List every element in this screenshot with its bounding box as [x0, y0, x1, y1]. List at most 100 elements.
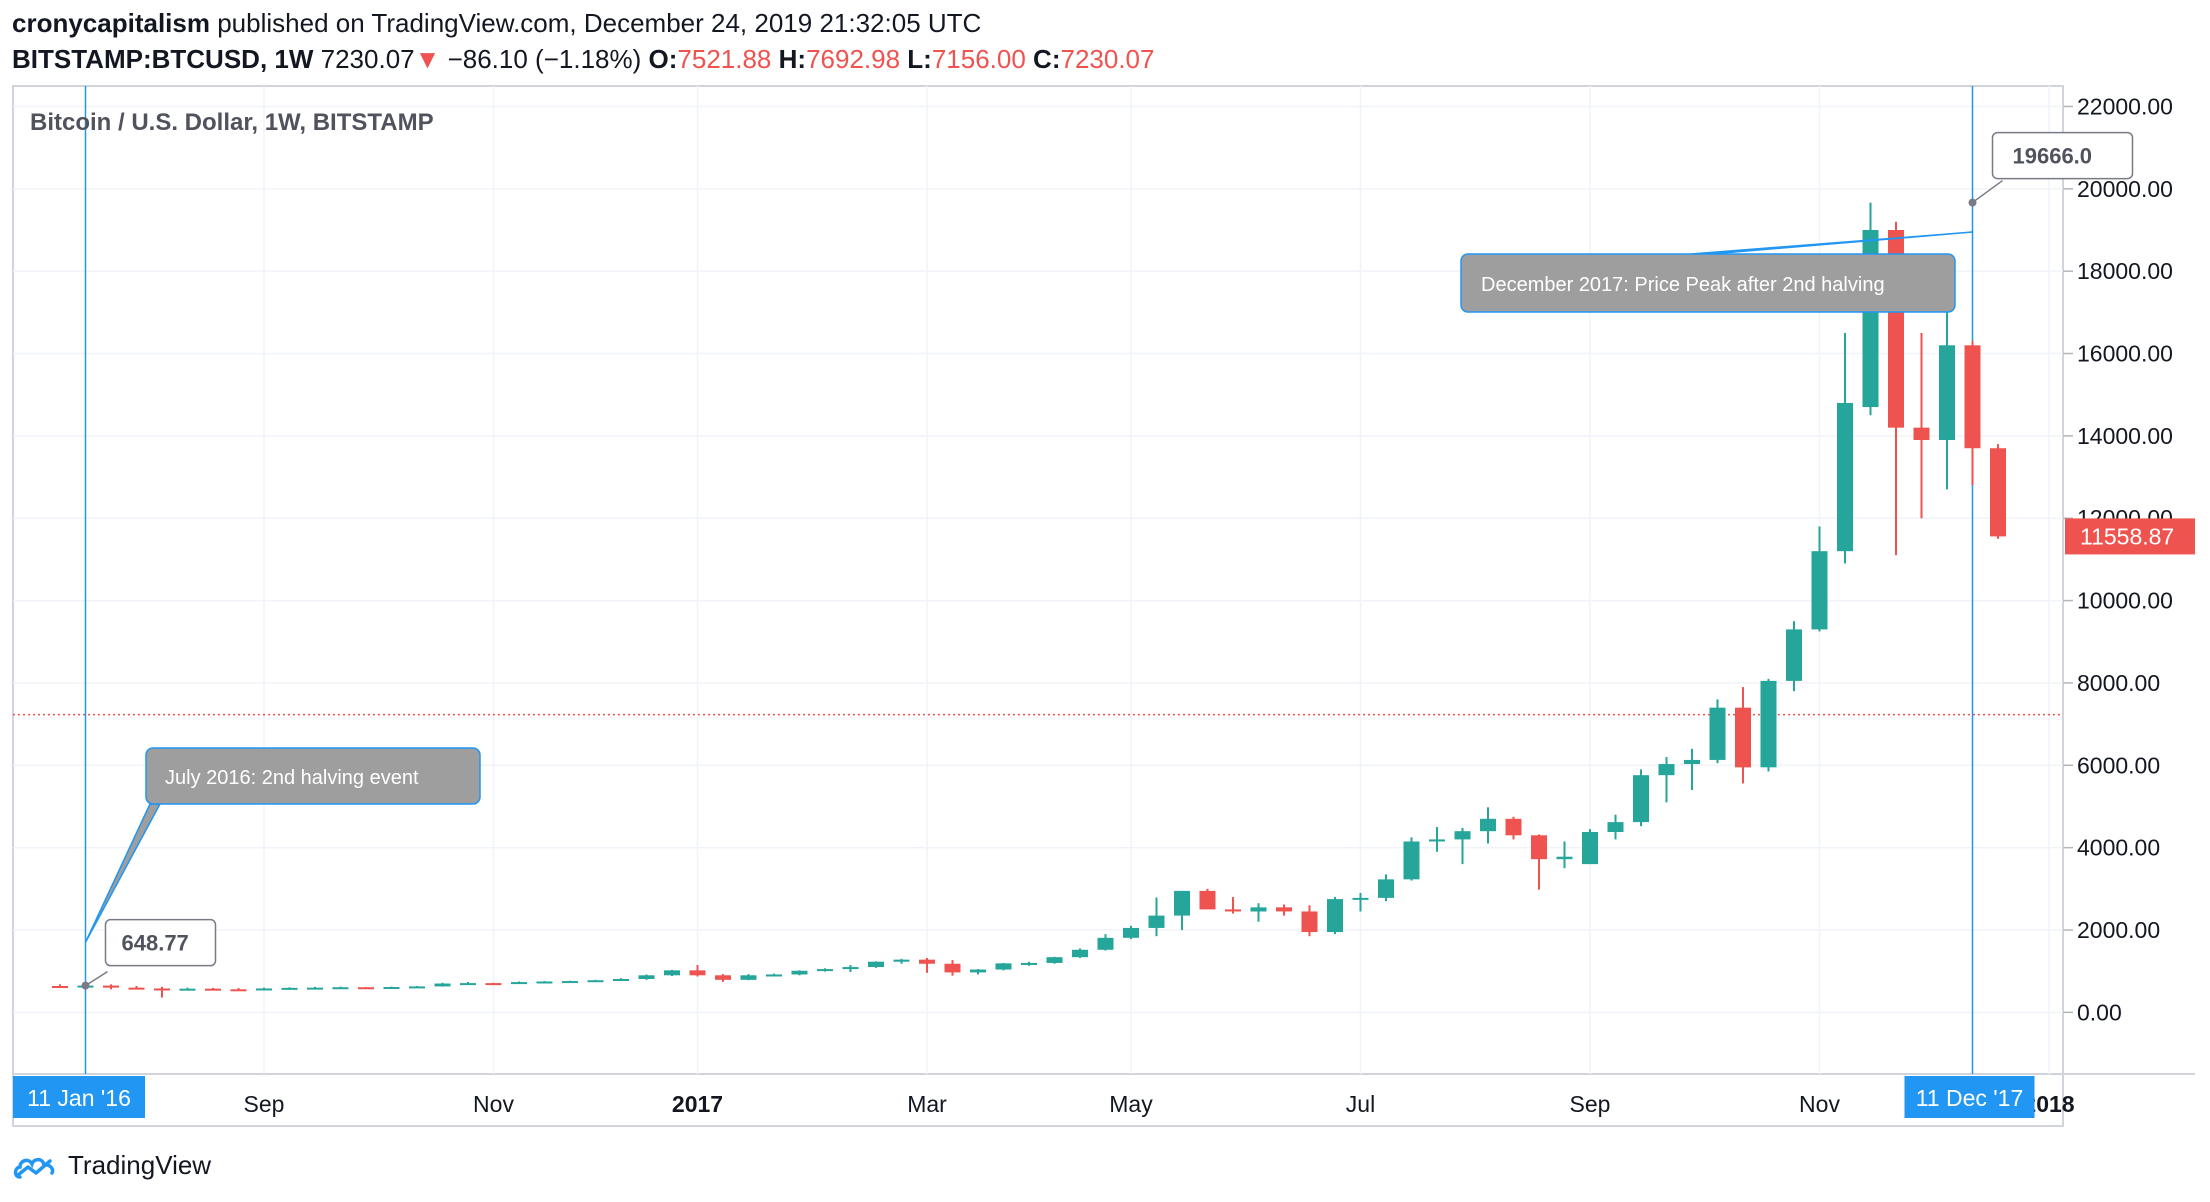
y-tick-label: 18000.00	[2077, 258, 2173, 284]
svg-text:11 Dec '17: 11 Dec '17	[1916, 1085, 2024, 1111]
candle	[1327, 897, 1343, 935]
candle	[740, 974, 757, 981]
y-tick-label: 22000.00	[2077, 93, 2173, 119]
candle	[868, 961, 884, 968]
y-tick-label: 8000.00	[2077, 670, 2160, 696]
candle	[1786, 621, 1802, 692]
candle	[970, 969, 986, 975]
y-tick-label: 4000.00	[2077, 835, 2160, 861]
candle	[689, 965, 706, 977]
candle	[715, 974, 731, 982]
x-tick-label: Jul	[1346, 1091, 1375, 1117]
ohlc-line: BITSTAMP:BTCUSD, 1W 7230.07 ▼ −86.10 (−1.…	[12, 44, 1154, 75]
high-value: 7692.98	[806, 44, 901, 74]
candle	[613, 978, 629, 981]
candle	[1097, 934, 1114, 951]
candle	[1556, 841, 1573, 869]
crosshair-date-label: 11 Dec '17	[1904, 1076, 2035, 1118]
low-value: 7156.00	[931, 44, 1026, 74]
last-price-label: 11558.87	[2065, 518, 2195, 555]
open-label: O:	[648, 44, 678, 74]
published-text: published on TradingView.com, December 2…	[217, 8, 982, 38]
candle	[1633, 769, 1649, 827]
y-tick-label: 20000.00	[2077, 176, 2173, 202]
candle	[1123, 925, 1139, 940]
candle	[1990, 444, 2006, 539]
svg-text:648.77: 648.77	[122, 931, 189, 956]
candle	[1505, 816, 1522, 840]
peak-annotation[interactable]: December 2017: Price Peak after 2nd halv…	[1460, 231, 1973, 313]
high-price-label[interactable]: 19666.0	[1968, 131, 2134, 207]
low-label: L:	[907, 44, 932, 74]
candle	[842, 965, 859, 972]
candle	[1429, 827, 1445, 852]
y-tick-label: 10000.00	[2077, 588, 2173, 614]
candle	[52, 984, 68, 988]
low-price-label[interactable]: 648.77	[81, 918, 217, 990]
y-tick-label: 0.00	[2077, 999, 2122, 1025]
svg-text:11 Jan '16: 11 Jan '16	[27, 1085, 131, 1111]
candle	[383, 986, 400, 990]
candle	[1250, 903, 1267, 922]
candle	[230, 988, 247, 992]
price-axis[interactable]: 22000.00 20000.00 18000.00 16000.00 14000.00…	[2063, 93, 2195, 1025]
close-value: 7230.07	[1060, 44, 1155, 74]
y-tick-label: 6000.00	[2077, 752, 2160, 778]
candle	[536, 981, 553, 984]
symbol-label: BITSTAMP:BTCUSD, 1W	[12, 44, 314, 74]
change-value: −86.10 (−1.18%)	[447, 44, 642, 74]
candle	[128, 986, 145, 990]
candle	[332, 986, 349, 990]
x-tick-label: Nov	[1799, 1091, 1840, 1117]
candle	[587, 979, 604, 983]
open-value: 7521.88	[677, 44, 772, 74]
grid	[13, 86, 2063, 1074]
candle	[1582, 829, 1598, 865]
publish-line: cronycapitalism published on TradingView…	[12, 8, 981, 39]
candle	[1811, 526, 1828, 632]
candle	[1964, 341, 1981, 486]
candle	[485, 982, 502, 986]
candle	[638, 974, 655, 980]
crosshair-date-label: 11 Jan '16	[13, 1076, 145, 1118]
svg-text:11558.87: 11558.87	[2080, 523, 2174, 549]
candle	[1760, 678, 1777, 772]
footer-brand: TradingView	[68, 1150, 212, 1180]
candle	[1837, 332, 1853, 564]
chart-frame	[12, 85, 2064, 1127]
candles	[52, 202, 2006, 998]
candle	[1046, 956, 1063, 964]
candle	[919, 958, 935, 973]
candle	[944, 960, 961, 976]
chart-title: Bitcoin / U.S. Dollar, 1W, BITSTAMP	[30, 109, 434, 136]
candle	[103, 984, 119, 990]
tradingview-logo[interactable]: TradingView	[12, 1150, 211, 1181]
candle	[1148, 897, 1165, 937]
close-label: C:	[1033, 44, 1061, 74]
author-name[interactable]: cronycapitalism	[12, 8, 210, 38]
candle	[1301, 905, 1318, 937]
x-tick-label: 2017	[672, 1091, 723, 1117]
candle	[562, 980, 578, 984]
svg-text:July 2016: 2nd halving event: July 2016: 2nd halving event	[165, 767, 419, 789]
candle	[995, 962, 1012, 971]
candle	[1021, 961, 1037, 966]
candle	[409, 986, 425, 989]
y-tick-label: 14000.00	[2077, 423, 2173, 449]
candle	[256, 987, 272, 991]
candle	[434, 982, 451, 987]
halving-annotation[interactable]: July 2016: 2nd halving event	[84, 747, 481, 943]
candle	[817, 968, 833, 972]
candle	[205, 987, 221, 991]
candle	[1276, 904, 1292, 916]
candle	[307, 986, 323, 990]
candle	[1684, 748, 1700, 790]
y-tick-label: 16000.00	[2077, 341, 2173, 367]
candle	[511, 981, 527, 985]
annotations[interactable]: 648.77 19666.0 July 2016: 2nd halving even…	[81, 131, 2134, 990]
candle	[1174, 890, 1190, 930]
change-down-icon: ▼	[414, 44, 441, 74]
x-tick-label: Sep	[244, 1091, 285, 1117]
